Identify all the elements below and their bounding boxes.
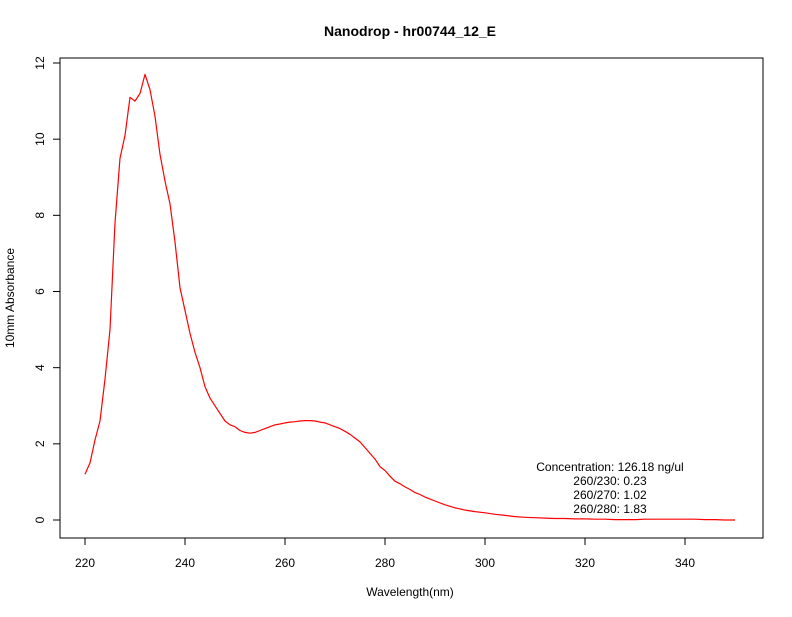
y-tick-label: 0 (33, 516, 47, 523)
annotation-text: Concentration: 126.18 ng/ul (536, 460, 683, 474)
y-tick-label: 2 (33, 440, 47, 447)
annotation-text: 260/230: 0.23 (573, 474, 647, 488)
annotation-text: 260/270: 1.02 (573, 488, 647, 502)
x-axis-label: Wavelength(nm) (366, 585, 454, 599)
y-tick-label: 6 (33, 288, 47, 295)
y-tick-label: 8 (33, 212, 47, 219)
chart-title: Nanodrop - hr00744_12_E (324, 23, 496, 39)
x-axis-ticks: 220 240 260 280 300 320 340 (75, 538, 695, 570)
y-axis-ticks: 0 2 4 6 8 10 12 (33, 56, 60, 523)
x-tick-label: 300 (475, 556, 495, 570)
x-tick-label: 280 (375, 556, 395, 570)
y-axis-label: 10mm Absorbance (3, 248, 17, 348)
x-tick-label: 240 (175, 556, 195, 570)
y-tick-label: 12 (33, 56, 47, 70)
annotation-text: 260/280: 1.83 (573, 502, 647, 516)
x-tick-label: 220 (75, 556, 95, 570)
x-tick-label: 320 (575, 556, 595, 570)
y-tick-label: 4 (33, 364, 47, 371)
plot-frame (59, 57, 764, 539)
y-tick-label: 10 (33, 132, 47, 146)
x-tick-label: 340 (675, 556, 695, 570)
absorbance-line (84, 73, 735, 521)
x-tick-label: 260 (275, 556, 295, 570)
series-layer (84, 73, 735, 521)
